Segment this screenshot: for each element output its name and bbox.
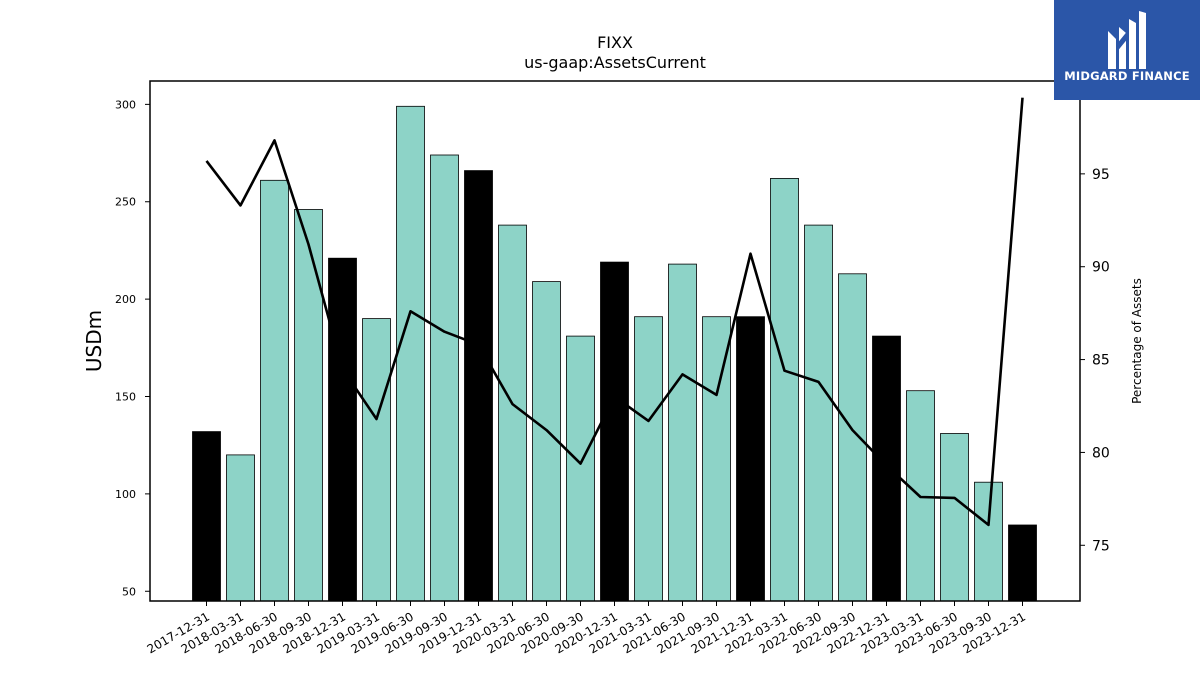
y2-tick-label: 80 [1092, 445, 1110, 461]
bar [362, 318, 391, 602]
line-series [205, 97, 1024, 527]
bar-series [192, 105, 1037, 602]
bar [872, 335, 901, 602]
bar [770, 177, 799, 602]
bar [566, 335, 595, 602]
bar [430, 154, 459, 602]
brand-logo-text: MIDGARD FINANCE [1064, 69, 1190, 83]
y-axis-right: 75 80 85 90 95 [1080, 167, 1110, 554]
bar [532, 281, 561, 602]
line-series-layer [205, 97, 1024, 527]
bar [736, 316, 765, 602]
bar [668, 263, 697, 602]
y2-axis-label: Percentage of Assets [1130, 278, 1144, 404]
chart-title: FIXX [597, 33, 633, 52]
y-tick-label: 50 [122, 585, 136, 598]
bar [634, 316, 663, 602]
y-tick-label: 100 [115, 488, 136, 501]
y-tick-label: 250 [115, 196, 136, 209]
y-axis-left: 50 100 150 200 250 300 [115, 98, 150, 598]
y-axis-label: USDm [82, 310, 106, 372]
bar [328, 257, 357, 602]
brand-logo: MIDGARD FINANCE [1054, 0, 1200, 100]
bar [702, 316, 731, 602]
bar [600, 261, 629, 602]
y2-tick-label: 95 [1092, 167, 1110, 183]
bar [498, 224, 527, 602]
bar [260, 179, 289, 602]
bar [226, 454, 255, 602]
x-axis: 2017-12-312018-03-312018-06-302018-09-30… [145, 601, 1028, 656]
chart-subtitle: us-gaap:AssetsCurrent [524, 53, 706, 72]
y2-tick-label: 90 [1092, 260, 1110, 276]
bar [940, 433, 969, 602]
bar [1008, 524, 1037, 602]
y-tick-label: 150 [115, 391, 136, 404]
y2-tick-label: 85 [1092, 353, 1110, 369]
bar [192, 431, 221, 602]
y-tick-label: 300 [115, 98, 136, 111]
bar [294, 209, 323, 602]
bar [974, 481, 1003, 602]
y2-tick-label: 75 [1092, 538, 1110, 554]
bar [464, 170, 493, 602]
brand-logo-icon [1108, 11, 1146, 69]
bar [804, 224, 833, 602]
bar [396, 105, 425, 602]
y-tick-label: 200 [115, 293, 136, 306]
bar [838, 273, 867, 602]
